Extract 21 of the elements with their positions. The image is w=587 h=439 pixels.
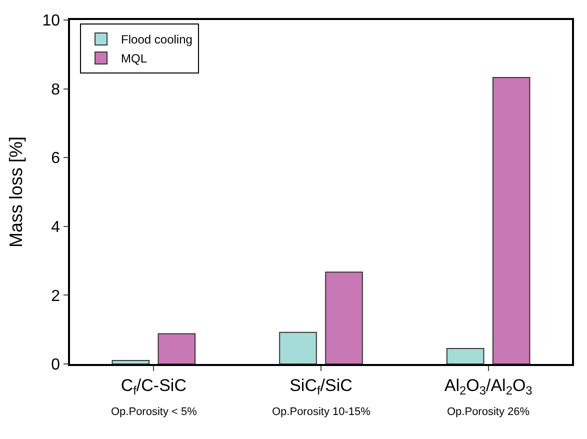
legend-label: Flood cooling	[121, 32, 192, 47]
y-tick-label: 10	[42, 12, 60, 30]
bar	[492, 76, 530, 364]
bar	[158, 333, 196, 364]
bar	[325, 272, 363, 364]
x-tick-label: C$_{f}$/C-SiC	[120, 376, 186, 398]
y-tick-label: 2	[51, 288, 60, 305]
text: Op.Porosity < 5%	[111, 406, 198, 418]
legend-label: MQL	[121, 52, 148, 66]
x-tick-label: SiC$_{f}$/SiC	[290, 376, 352, 398]
y-axis-title: Mass loss [%]	[6, 136, 26, 248]
y-tick-label: 8	[51, 81, 60, 98]
y-tick-label: 4	[51, 219, 60, 236]
bar	[446, 348, 484, 364]
text: Op.Porosity 26%	[447, 406, 530, 418]
bar	[112, 360, 150, 364]
y-tick-label: 6	[51, 150, 60, 168]
text: Op.Porosity 10-15%	[272, 406, 371, 418]
x-tick-label: Al$_{2}$O$_{3}$/Al$_{2}$O$_{3}$	[444, 376, 533, 398]
y-tick-label: 0	[51, 356, 60, 374]
bar	[279, 332, 317, 364]
